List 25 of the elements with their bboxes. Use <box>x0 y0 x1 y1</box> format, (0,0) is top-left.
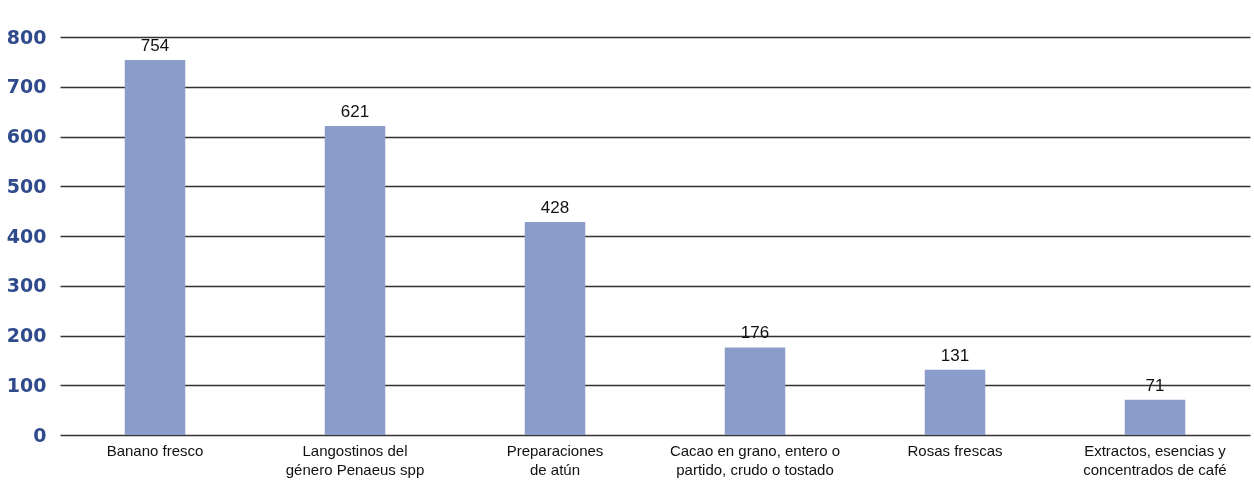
x-tick-label: Cacao en grano, entero o partido, crudo o tostado <box>669 441 841 478</box>
bar <box>524 222 586 435</box>
bar <box>124 59 186 435</box>
y-tick-label: 400 <box>6 224 47 247</box>
data-label: 428 <box>540 198 570 218</box>
data-label: 131 <box>940 345 970 365</box>
y-tick-label: 600 <box>6 125 47 147</box>
y-tick-label: 100 <box>6 373 47 396</box>
data-label: 621 <box>340 102 370 122</box>
y-tick-label: 0 <box>33 423 47 446</box>
y-tick-label: 700 <box>6 75 47 98</box>
data-label: 754 <box>140 35 170 55</box>
y-tick-label: 300 <box>6 274 47 297</box>
x-tick-label: Extractos, esencias y concentrados de café <box>1083 441 1227 478</box>
x-tick-label: Langostinos del género Penaeus spp <box>285 441 425 478</box>
y-tick-label: 500 <box>6 174 47 197</box>
bar <box>924 369 986 435</box>
y-tick-label: 200 <box>6 324 47 346</box>
bar <box>1124 399 1186 435</box>
y-tick-label: 800 <box>6 25 47 48</box>
bar <box>724 347 786 435</box>
x-tick-label: Preparaciones de atún <box>506 441 604 478</box>
x-tick-label: Rosas frescas <box>907 441 1003 459</box>
x-tick-label: Banano fresco <box>106 441 204 459</box>
bar <box>324 126 386 435</box>
